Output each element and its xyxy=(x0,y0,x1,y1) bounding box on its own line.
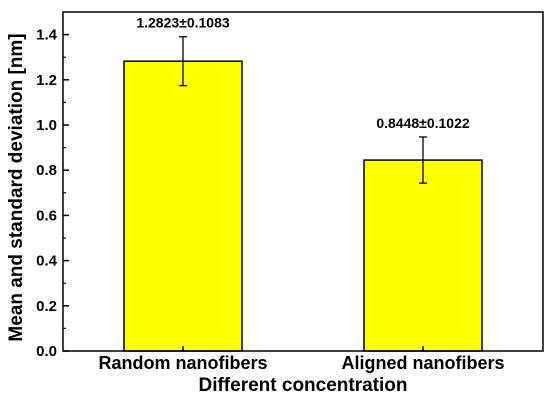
y-tick-label: 1.4 xyxy=(36,27,58,44)
plot-frame xyxy=(62,11,544,352)
y-tick-label: 0.0 xyxy=(36,343,57,360)
y-axis-title: Mean and standard deviation [nm] xyxy=(6,33,27,341)
error-bars xyxy=(179,36,427,184)
x-axis-category-labels: Random nanofibers Aligned nanofibers xyxy=(98,346,505,373)
y-tick-label: 1.2 xyxy=(36,72,57,89)
y-tick-label: 0.4 xyxy=(36,253,58,270)
data-labels: 1.2823±0.1083 0.8448±0.1022 xyxy=(136,15,470,131)
data-label: 0.8448±0.1022 xyxy=(376,115,470,131)
y-tick-label: 0.2 xyxy=(36,298,57,315)
x-category-label: Aligned nanofibers xyxy=(341,353,504,373)
y-tick-label: 1.0 xyxy=(36,117,57,134)
x-axis-title: Different concentration xyxy=(198,375,407,396)
y-axis-ticks: 0.0 0.2 0.4 0.6 0.8 1.0 1.2 1.4 xyxy=(36,27,69,360)
bar xyxy=(363,159,483,352)
y-tick-label: 0.8 xyxy=(36,162,57,179)
x-category-label: Random nanofibers xyxy=(98,353,267,373)
data-label: 1.2823±0.1083 xyxy=(136,15,230,31)
bars xyxy=(123,60,483,352)
bar xyxy=(123,60,243,352)
y-tick-label: 0.6 xyxy=(36,207,57,224)
